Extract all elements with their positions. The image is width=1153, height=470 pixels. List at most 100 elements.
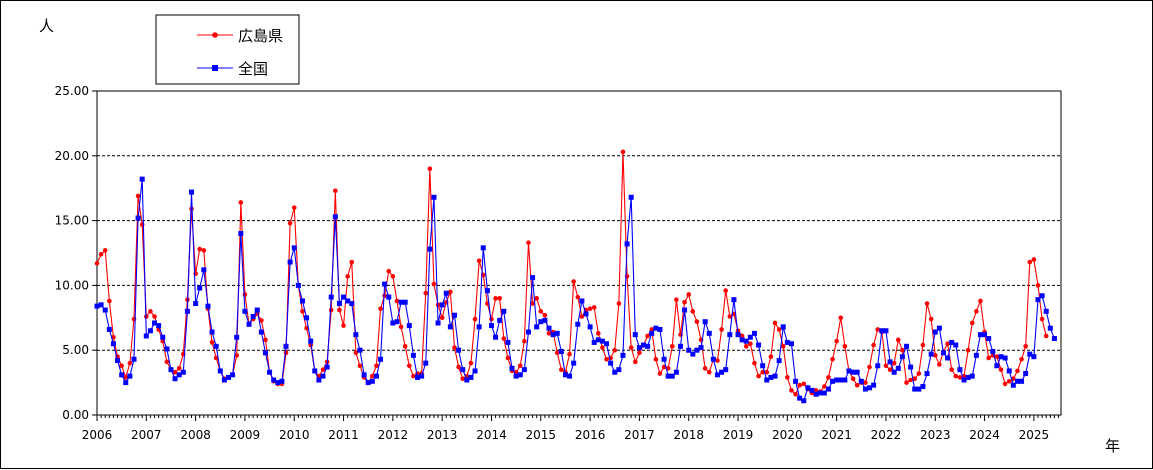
data-point bbox=[283, 343, 289, 349]
data-point bbox=[706, 369, 712, 375]
data-point bbox=[575, 321, 581, 327]
data-point bbox=[127, 360, 133, 366]
data-point bbox=[262, 350, 268, 356]
data-point bbox=[538, 309, 544, 314]
data-point bbox=[402, 344, 408, 349]
data-point bbox=[221, 377, 227, 383]
data-point bbox=[858, 378, 864, 384]
data-point bbox=[254, 307, 260, 313]
data-point bbox=[107, 298, 112, 304]
data-point bbox=[505, 355, 511, 361]
data-point bbox=[172, 369, 178, 375]
plot-border bbox=[96, 90, 1062, 416]
data-point bbox=[98, 251, 104, 257]
data-point bbox=[176, 372, 182, 378]
data-point bbox=[423, 360, 429, 366]
x-tick-label: 2009 bbox=[230, 428, 261, 442]
x-tick-label: 2024 bbox=[969, 428, 1000, 442]
data-point bbox=[612, 347, 618, 353]
data-point bbox=[789, 388, 794, 393]
legend-box bbox=[155, 14, 300, 85]
data-point bbox=[304, 315, 310, 321]
data-point bbox=[402, 299, 408, 305]
data-point bbox=[690, 351, 696, 357]
data-point bbox=[357, 347, 363, 353]
data-point bbox=[1006, 368, 1012, 374]
data-point bbox=[1035, 297, 1041, 303]
data-point bbox=[616, 301, 622, 306]
data-point bbox=[1014, 378, 1020, 384]
data-point bbox=[949, 339, 955, 345]
data-point bbox=[682, 299, 687, 305]
data-point bbox=[912, 376, 918, 382]
data-point bbox=[225, 374, 231, 380]
data-point bbox=[949, 367, 954, 372]
data-point bbox=[965, 374, 971, 380]
data-point bbox=[328, 307, 334, 313]
data-point bbox=[830, 378, 836, 384]
data-point bbox=[710, 356, 716, 362]
data-point bbox=[234, 353, 240, 358]
data-point bbox=[698, 345, 704, 351]
x-tick-label: 2023 bbox=[920, 428, 951, 442]
data-point bbox=[702, 366, 708, 371]
data-point bbox=[143, 333, 149, 339]
data-point bbox=[998, 367, 1004, 372]
data-point bbox=[669, 373, 675, 379]
data-point bbox=[423, 290, 429, 296]
data-point bbox=[106, 326, 112, 332]
data-point bbox=[390, 320, 396, 326]
data-point bbox=[1043, 333, 1049, 339]
legend-marker-national bbox=[212, 65, 218, 71]
data-point bbox=[772, 320, 778, 326]
data-point bbox=[920, 342, 926, 348]
data-point bbox=[817, 390, 823, 396]
data-point bbox=[320, 367, 326, 372]
data-point bbox=[451, 312, 457, 318]
data-point bbox=[788, 341, 794, 347]
data-point bbox=[554, 330, 560, 336]
x-tick-label: 2011 bbox=[328, 428, 359, 442]
data-point bbox=[398, 324, 404, 330]
data-point bbox=[772, 373, 778, 379]
data-point bbox=[599, 338, 605, 344]
data-point bbox=[267, 369, 273, 375]
data-point bbox=[271, 377, 277, 383]
data-point bbox=[279, 378, 285, 384]
data-point bbox=[410, 352, 416, 358]
data-point bbox=[308, 338, 314, 344]
data-point bbox=[415, 374, 421, 380]
data-point bbox=[567, 373, 573, 379]
data-point bbox=[275, 380, 281, 386]
data-point bbox=[649, 327, 655, 332]
data-point bbox=[394, 298, 400, 304]
data-point bbox=[501, 336, 507, 341]
data-point bbox=[904, 380, 909, 385]
data-point bbox=[994, 354, 1000, 359]
data-point bbox=[320, 373, 326, 379]
data-point bbox=[1039, 316, 1045, 322]
x-tick-label: 2015 bbox=[526, 428, 557, 442]
data-point bbox=[805, 385, 811, 391]
data-point bbox=[542, 312, 548, 318]
data-point bbox=[94, 261, 100, 266]
x-tick-label: 2020 bbox=[772, 428, 803, 442]
data-point bbox=[731, 297, 737, 303]
data-point bbox=[661, 356, 667, 362]
data-point bbox=[135, 193, 141, 199]
data-point bbox=[706, 330, 712, 336]
x-tick-label: 2025 bbox=[1019, 428, 1050, 442]
data-point bbox=[472, 368, 478, 374]
data-point bbox=[887, 367, 893, 372]
data-point bbox=[875, 327, 881, 332]
data-point bbox=[258, 329, 264, 335]
data-point bbox=[715, 358, 720, 363]
data-point bbox=[891, 360, 897, 366]
data-point bbox=[756, 342, 762, 348]
data-point bbox=[361, 372, 367, 378]
data-point bbox=[657, 326, 663, 332]
data-point bbox=[411, 373, 416, 379]
data-point bbox=[476, 324, 482, 330]
data-point bbox=[825, 386, 831, 392]
